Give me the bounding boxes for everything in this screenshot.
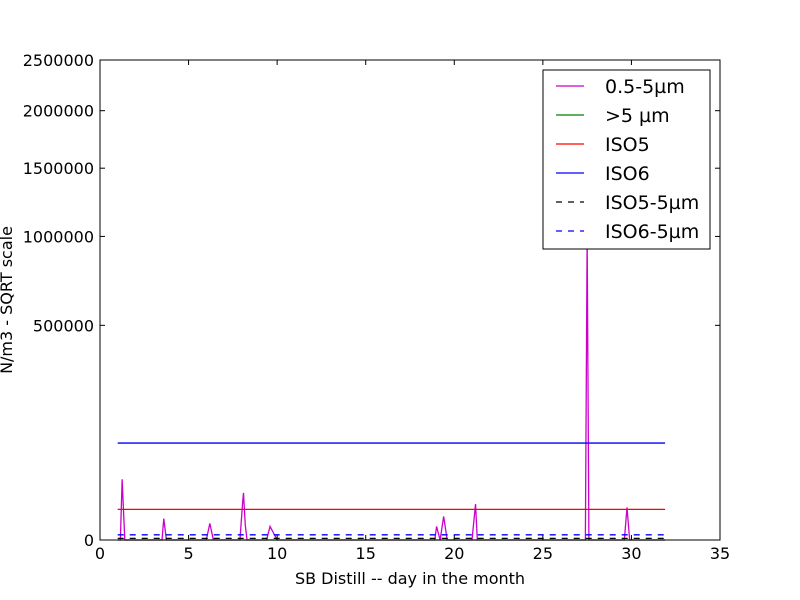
x-tick-label: 5 (183, 544, 193, 563)
legend-box (542, 69, 711, 250)
x-tick-label: 0 (95, 544, 105, 563)
x-tick-label: 35 (710, 544, 730, 563)
y-axis: 0 500000 1000000 1500000 2000000 2500000 (23, 51, 720, 550)
x-axis: 0 5 10 15 20 25 30 35 (95, 60, 730, 563)
x-tick-label: 30 (621, 544, 641, 563)
y-tick-label: 500000 (33, 316, 94, 335)
x-tick-label: 15 (356, 544, 376, 563)
x-tick-label: 20 (444, 544, 464, 563)
y-tick-label: 0 (84, 531, 94, 550)
plot-frame (99, 59, 721, 541)
legend-label: ISO5 (605, 134, 650, 156)
y-tick-label: 2500000 (23, 51, 94, 70)
legend-label: ISO6 (605, 163, 650, 185)
x-tick-label: 10 (267, 544, 287, 563)
legend-label: ISO6-5µm (605, 221, 699, 243)
legend-label: 0.5-5µm (605, 76, 685, 98)
legend-label: ISO5-5µm (605, 192, 699, 214)
y-tick-label: 1000000 (23, 227, 94, 246)
legend-label: >5 µm (605, 105, 670, 127)
y-tick-label: 2000000 (23, 102, 94, 121)
y-tick-label: 1500000 (23, 159, 94, 178)
legend: 0.5-5µm >5 µm ISO5 ISO6 ISO5-5µm ISO6-5µm (542, 69, 711, 250)
y-axis-title: N/m3 - SQRT scale (0, 226, 16, 374)
x-tick-label: 25 (533, 544, 553, 563)
x-axis-title: SB Distill -- day in the month (295, 569, 525, 588)
